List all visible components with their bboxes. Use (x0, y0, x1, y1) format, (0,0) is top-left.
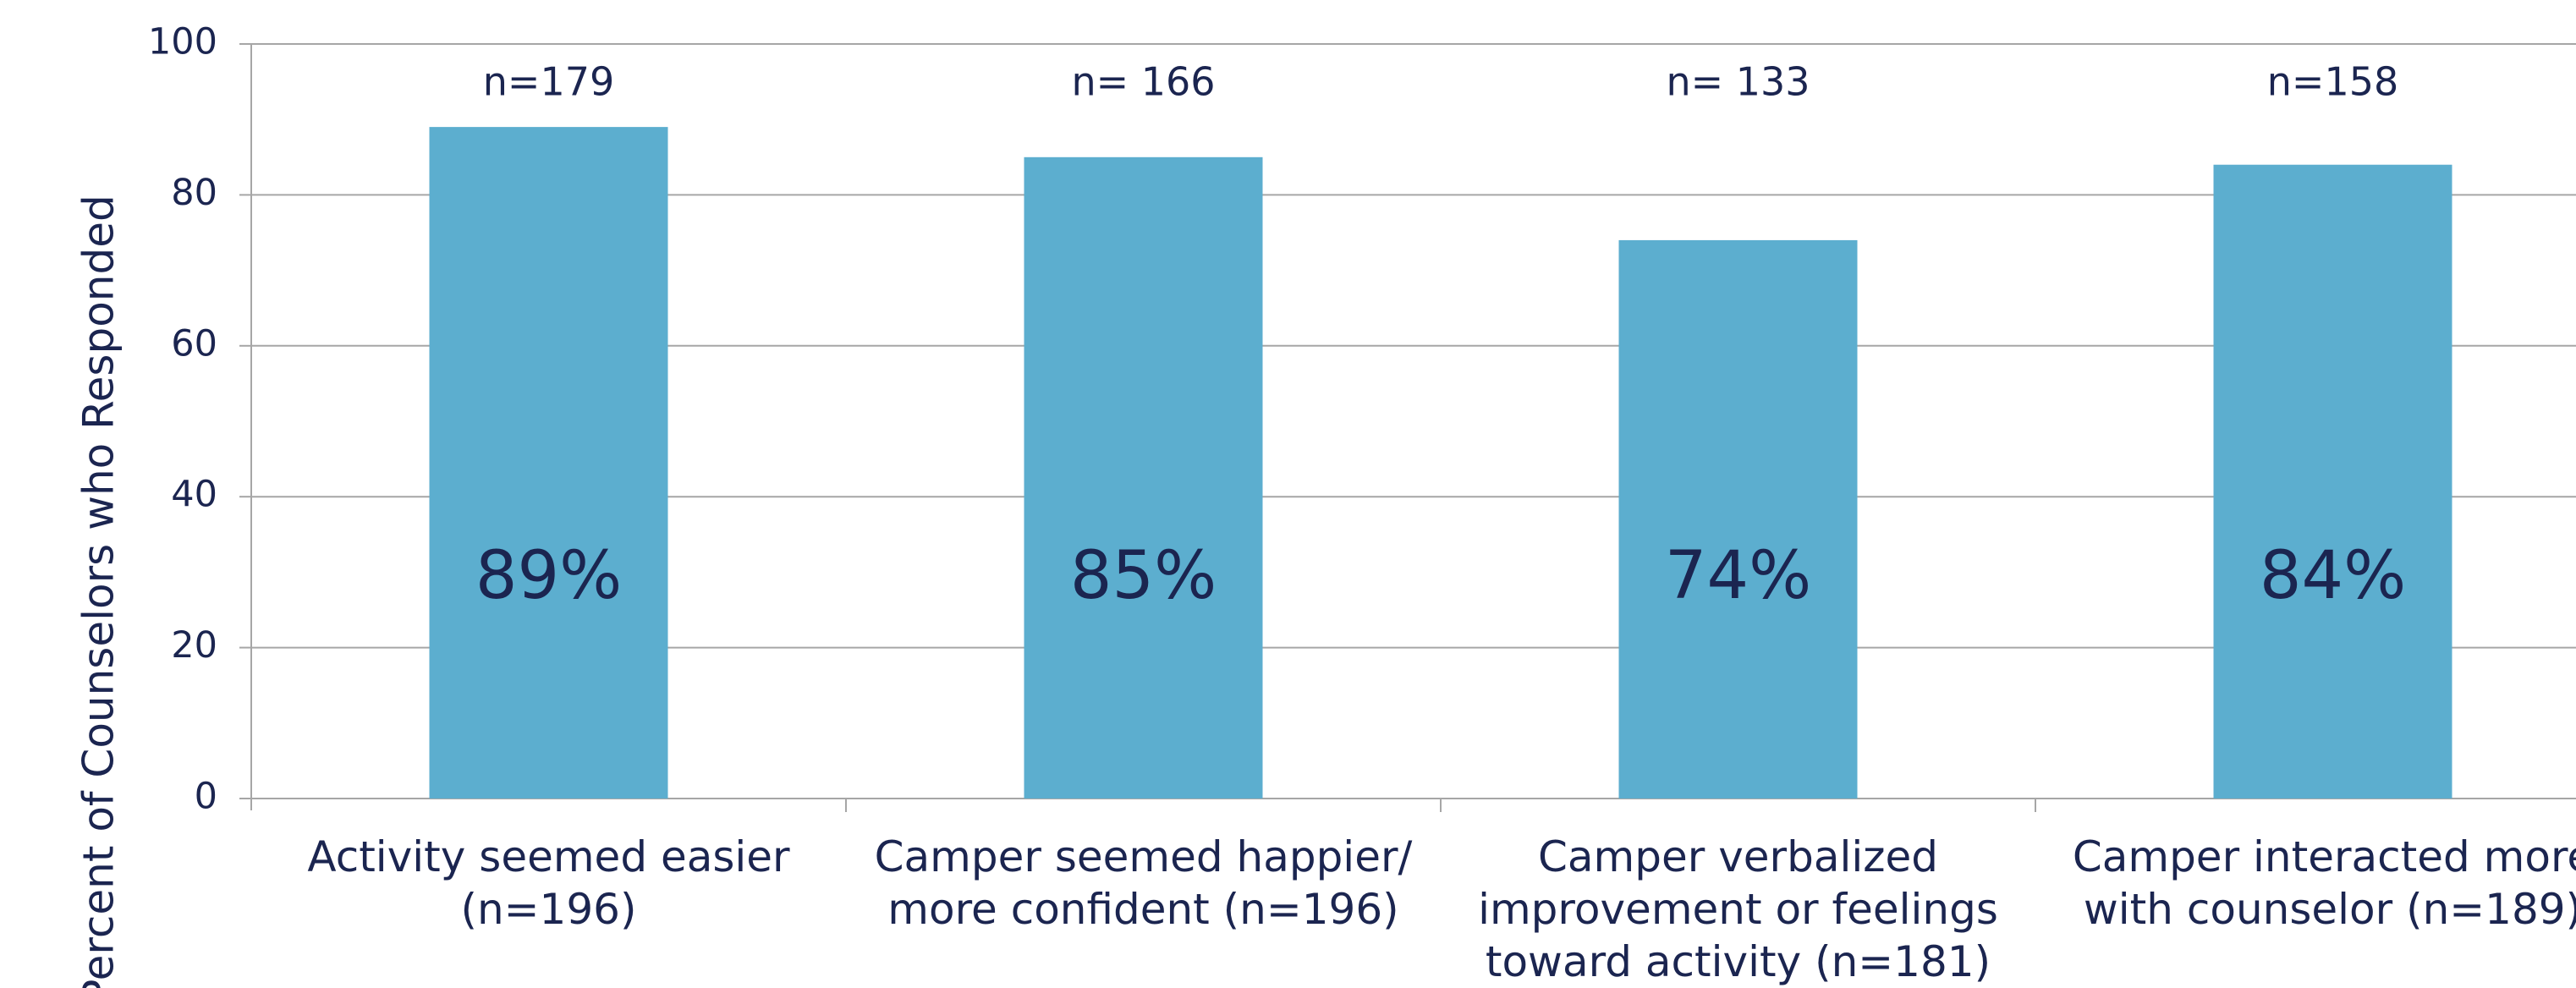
annotation: n=158 (2267, 59, 2399, 105)
annotation: n= 133 (1666, 59, 1810, 105)
x-tick-label: Camper interacted more with counselor (n… (2072, 832, 2576, 934)
x-tick-label: Activity seemed easier (n=196) (307, 832, 790, 934)
value-label: 84% (2260, 538, 2406, 614)
y-tick-label: 40 (171, 474, 217, 516)
y-tick-label: 0 (195, 776, 217, 818)
annotation: n=179 (483, 59, 615, 105)
y-tick-label: 20 (171, 624, 217, 667)
annotation: n= 166 (1071, 59, 1215, 105)
value-label: 85% (1070, 538, 1217, 614)
y-tick-label: 100 (148, 21, 217, 63)
value-label: 89% (475, 538, 622, 614)
bar (429, 127, 668, 799)
bar (2213, 164, 2452, 799)
value-label: 74% (1665, 538, 1811, 614)
x-tick-label: Camper verbalized improvement or feeling… (1478, 832, 1998, 986)
bar (1024, 156, 1263, 799)
y-axis-label: Percent of Counselors who Responded (74, 195, 124, 988)
bar (1618, 239, 1858, 799)
y-tick-label: 60 (171, 322, 217, 365)
x-tick-label: Camper seemed happier/ more confident (n… (874, 832, 1413, 934)
y-tick-label: 80 (171, 172, 217, 214)
